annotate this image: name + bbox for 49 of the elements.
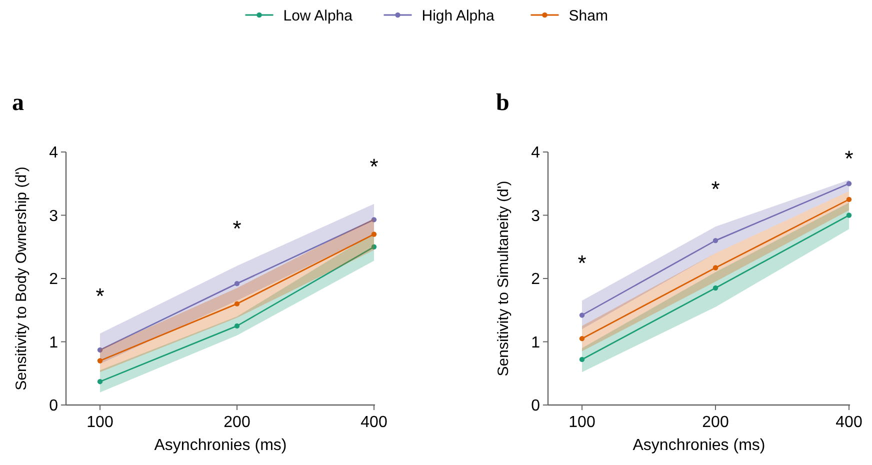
chart-title: b: [496, 90, 510, 116]
annotation: *: [96, 284, 105, 309]
point: [846, 181, 852, 186]
x-axis-title: Asynchronies (ms): [632, 437, 766, 454]
y-tick-label: 3: [531, 208, 540, 225]
point: [712, 285, 718, 291]
y-tick-label: 4: [49, 144, 58, 162]
point: [371, 217, 377, 222]
annotation: *: [711, 176, 720, 202]
y-tick-label: 1: [49, 334, 58, 352]
y-tick-label: 0: [531, 398, 540, 415]
x-tick-label: 400: [836, 414, 862, 431]
x-tick-label: 100: [86, 414, 114, 431]
point: [579, 336, 585, 342]
point: [97, 379, 103, 384]
legend-label: High Alpha: [422, 7, 495, 24]
point: [579, 312, 585, 318]
point: [371, 232, 377, 237]
point: [371, 244, 377, 250]
y-tick-label: 2: [531, 271, 540, 288]
point: [712, 238, 718, 244]
x-axis-title: Asynchronies (ms): [154, 437, 287, 454]
y-axis-title: Sensitivity to Simultaneity (d'): [495, 180, 512, 376]
point: [234, 323, 240, 329]
x-tick-label: 400: [360, 414, 388, 431]
y-tick-label: 4: [531, 144, 540, 162]
legend-label: Low Alpha: [283, 7, 354, 24]
chart-title: a: [12, 90, 24, 116]
annotation: *: [370, 154, 379, 179]
x-tick-label: 100: [568, 414, 596, 431]
annotation: *: [578, 250, 587, 276]
y-tick-label: 2: [49, 271, 58, 288]
y-tick-label: 1: [531, 334, 540, 352]
point: [97, 358, 103, 364]
annotation: *: [844, 146, 854, 171]
annotation: *: [232, 216, 242, 241]
point: [234, 280, 240, 286]
y-tick-label: 0: [49, 398, 58, 415]
point: [712, 265, 718, 270]
point: [97, 347, 103, 353]
point: [846, 212, 852, 218]
y-tick-label: 3: [49, 208, 58, 225]
point: [846, 196, 852, 202]
legend-label: Sham: [568, 7, 608, 24]
point: [234, 301, 240, 306]
x-tick-label: 200: [224, 414, 250, 431]
point: [579, 356, 585, 362]
y-axis-title: Sensitivity to Body Ownership (d'): [13, 166, 30, 390]
x-tick-label: 200: [702, 414, 729, 431]
